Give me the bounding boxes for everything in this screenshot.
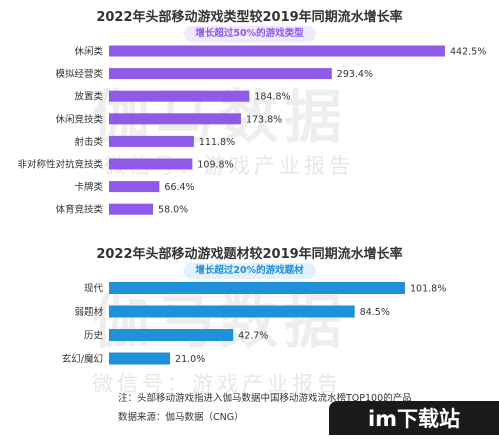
category-label: 非对称性对抗竞技类: [17, 159, 103, 171]
value-label: 84.5%: [360, 307, 390, 318]
source-note: 数据来源：伽马数据（CNG）: [118, 412, 244, 423]
bottom-chart-pill: 增长超过20%的游戏题材: [183, 263, 316, 279]
top-chart-pill: 增长超过50%的游戏类型: [183, 26, 316, 42]
bar: [109, 181, 160, 193]
bar: [109, 352, 171, 365]
value-label: 101.8%: [410, 284, 446, 295]
value-label: 109.8%: [197, 160, 233, 171]
category-label: 放置类: [74, 91, 103, 103]
bar: [109, 90, 250, 102]
category-label: 射击类: [74, 136, 103, 148]
bar: [109, 329, 234, 341]
category-label: 休闲竞技类: [55, 113, 103, 125]
category-label: 模拟经营类: [55, 68, 103, 80]
footnote: 注：头部移动游戏指进入伽马数据中国移动游戏流水榜TOP100的产品: [118, 393, 412, 404]
bar: [109, 45, 445, 57]
category-label: 卡牌类: [74, 181, 103, 193]
category-label: 休闲类: [74, 46, 103, 58]
category-label: 现代: [84, 284, 104, 295]
bar: [109, 113, 241, 125]
category-label: 玄幻/魔幻: [62, 353, 103, 365]
bar: [109, 158, 193, 170]
value-label: 58.0%: [158, 205, 188, 216]
value-label: 42.7%: [238, 331, 268, 342]
value-label: 21.0%: [175, 354, 205, 365]
bar: [109, 68, 332, 80]
value-label: 173.8%: [246, 114, 282, 125]
bar: [109, 135, 194, 147]
value-label: 66.4%: [164, 182, 194, 193]
category-label: 体育竞技类: [55, 204, 103, 216]
bar: [109, 305, 355, 318]
value-label: 442.5%: [450, 47, 486, 58]
top-chart-title: 2022年头部移动游戏类型较2019年同期流水增长率: [96, 10, 403, 25]
bar: [109, 203, 154, 215]
category-label: 历史: [84, 330, 104, 342]
value-label: 293.4%: [337, 69, 373, 80]
bottom-chart-title: 2022年头部移动游戏题材较2019年同期流水增长率: [96, 247, 403, 262]
category-label: 弱题材: [74, 306, 103, 318]
bar: [109, 282, 405, 294]
value-label: 184.8%: [254, 92, 290, 103]
value-label: 111.8%: [199, 137, 235, 148]
